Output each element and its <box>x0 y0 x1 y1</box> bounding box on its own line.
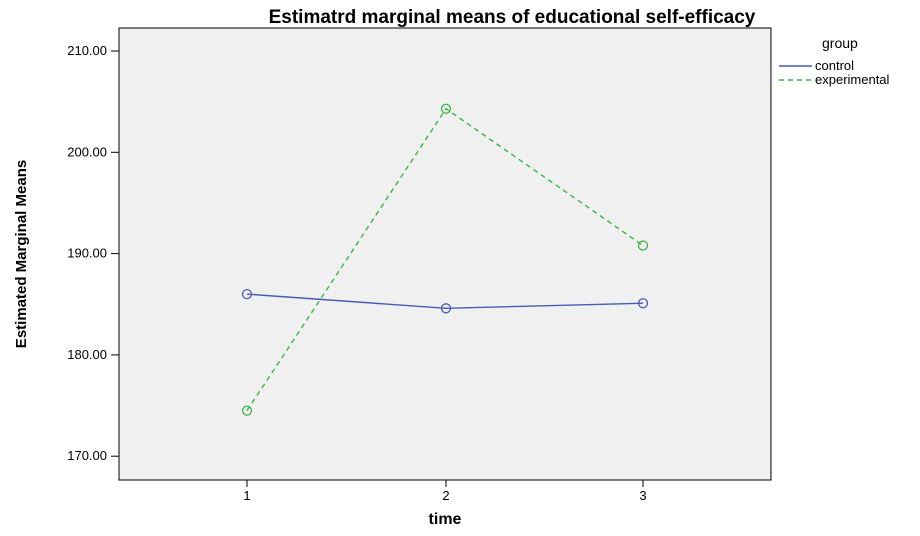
data-point-control <box>241 288 253 300</box>
x-axis: 1 2 3 <box>243 480 647 503</box>
legend-label-control: control <box>815 58 854 73</box>
y-tick-label: 210.00 <box>67 43 107 58</box>
chart-title: Estimatrd marginal means of educational … <box>269 7 756 28</box>
series-layer <box>241 103 649 416</box>
y-tick-label: 170.00 <box>67 448 107 463</box>
data-point-experimental <box>241 405 253 416</box>
y-tick-label: 200.00 <box>67 144 107 159</box>
series-line-control <box>246 293 644 310</box>
y-axis-title: Estimated Marginal Means <box>13 160 30 348</box>
data-point-experimental <box>637 240 649 251</box>
data-point-experimental <box>440 103 452 114</box>
plot-area <box>118 27 772 481</box>
x-tick-label: 2 <box>442 488 449 503</box>
x-tick-label: 1 <box>243 488 250 503</box>
x-tick-label: 3 <box>639 488 646 503</box>
legend-title: group <box>822 35 858 51</box>
y-axis: 170.00 180.00 190.00 200.00 210.00 <box>67 43 119 463</box>
data-point-control <box>637 298 649 309</box>
legend-label-experimental: experimental <box>815 72 890 87</box>
series-line-experimental <box>246 107 644 412</box>
data-point-control <box>440 303 452 314</box>
y-tick-label: 190.00 <box>67 246 107 261</box>
y-tick-label: 180.00 <box>67 347 107 362</box>
x-axis-title: time <box>429 511 462 528</box>
